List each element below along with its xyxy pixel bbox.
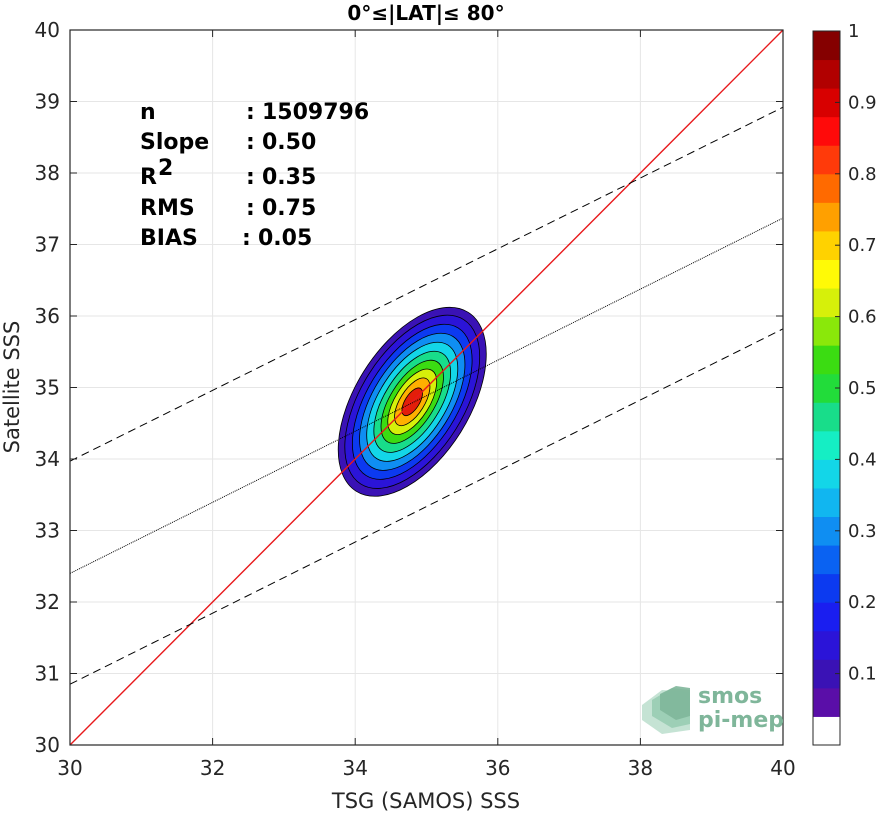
colorbar-tick-label: 0.9 — [848, 92, 877, 113]
stat-value: 0.05 — [258, 226, 312, 251]
colorbar-segment — [813, 573, 840, 603]
colorbar-segment — [813, 687, 840, 717]
colorbar-tick-label: 1 — [848, 21, 859, 42]
stat-separator: : — [246, 130, 255, 155]
stat-separator: : — [246, 196, 255, 221]
y-tick-label: 40 — [35, 18, 60, 42]
colorbar-tick-label: 0.1 — [848, 664, 877, 685]
x-tick-label: 38 — [628, 756, 653, 780]
colorbar-segment — [813, 716, 840, 746]
chart-title: 0°≤|LAT|≤ 80° — [347, 1, 504, 25]
x-tick-label: 40 — [770, 756, 795, 780]
stat-value: 0.75 — [262, 196, 316, 221]
stat-label: R — [140, 165, 157, 190]
stat-superscript: 2 — [158, 156, 173, 181]
logo-text-line1: smos — [698, 684, 762, 709]
colorbar-tick-label: 0.6 — [848, 307, 877, 328]
colorbar-segment — [813, 459, 840, 489]
logo-text-line2: pi-mep — [698, 708, 784, 733]
stat-label: n — [140, 100, 156, 125]
colorbar-segment — [813, 345, 840, 375]
colorbar-segment — [813, 288, 840, 318]
x-tick-label: 30 — [57, 756, 82, 780]
y-tick-label: 36 — [35, 304, 60, 328]
x-axis-label: TSG (SAMOS) SSS — [331, 789, 520, 813]
colorbar-segment — [813, 145, 840, 175]
stat-value: 0.50 — [262, 130, 316, 155]
colorbar-segment — [813, 545, 840, 575]
stat-label: BIAS — [140, 226, 198, 251]
colorbar-tick-label: 0.4 — [848, 449, 877, 470]
stat-label: RMS — [140, 196, 195, 221]
identity-line — [70, 30, 783, 745]
smos-pi-mep-logo: smos pi-mep — [642, 684, 784, 734]
colorbar-segment — [813, 430, 840, 460]
y-tick-label: 30 — [35, 733, 60, 757]
colorbar-segment — [813, 630, 840, 660]
y-tick-label: 35 — [35, 376, 60, 400]
regression-line — [70, 217, 783, 574]
colorbar-tick-label: 0.7 — [848, 235, 877, 256]
stat-separator: : — [246, 100, 255, 125]
y-tick-label: 39 — [35, 90, 60, 114]
stats-panel: n: 1509796 Slope: 0.50 R 2: 0.35 RMS: 0.75 BI… — [140, 100, 369, 251]
colorbar-tick-label: 0.5 — [848, 378, 877, 399]
colorbar-segment — [813, 173, 840, 203]
upper-bound-line — [70, 106, 783, 462]
stat-label: Slope — [140, 130, 209, 155]
colorbar-segment — [813, 402, 840, 432]
y-axis-label: Satellite SSS — [0, 321, 24, 454]
colorbar-tick-label: 0.3 — [848, 521, 877, 542]
stat-separator: : — [246, 165, 255, 190]
colorbar-segment — [813, 116, 840, 146]
stat-value: 1509796 — [262, 100, 369, 125]
y-tick-label: 37 — [35, 233, 60, 257]
colorbar-segment — [813, 59, 840, 89]
x-tick-label: 36 — [485, 756, 510, 780]
axis-ticks: 30 32 34 36 38 40 30 31 32 33 34 35 36 37 38 39 40 — [35, 18, 796, 780]
lower-bound-line — [70, 328, 783, 685]
y-tick-label: 32 — [35, 590, 60, 614]
stat-separator: : — [242, 226, 251, 251]
colorbar-segment — [813, 602, 840, 632]
colorbar-tick-label: 0.8 — [848, 164, 877, 185]
reference-lines — [70, 30, 783, 745]
y-tick-label: 38 — [35, 161, 60, 185]
y-tick-label: 31 — [35, 662, 60, 686]
colorbar-segment — [813, 487, 840, 518]
stat-value: 0.35 — [262, 165, 316, 190]
colorbar-segment — [813, 259, 840, 289]
x-tick-label: 34 — [342, 756, 367, 780]
colorbar-segment — [813, 31, 840, 61]
y-tick-label: 33 — [35, 519, 60, 543]
colorbar: 0.1 0.2 0.3 0.4 0.5 0.6 0.7 0.8 0.9 1 — [812, 21, 877, 746]
x-tick-label: 32 — [200, 756, 225, 780]
colorbar-tick-label: 0.2 — [848, 592, 877, 613]
colorbar-segment — [813, 316, 840, 346]
colorbar-segment — [813, 202, 840, 232]
y-tick-label: 34 — [35, 447, 60, 471]
